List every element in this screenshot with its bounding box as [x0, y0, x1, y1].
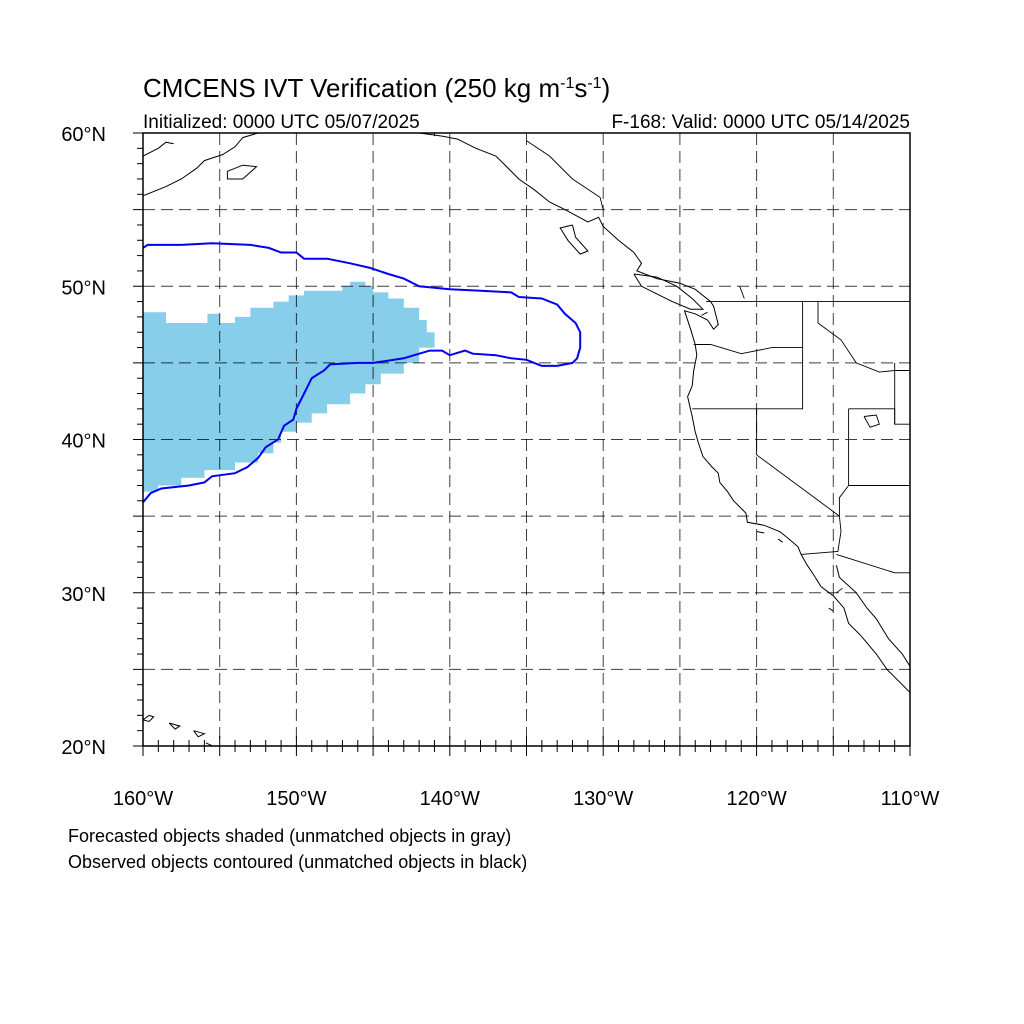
border-9 — [848, 408, 910, 425]
observed-object-layer — [143, 242, 582, 503]
coastline-9 — [193, 730, 206, 738]
border-11 — [836, 553, 910, 574]
coastline-5 — [559, 224, 589, 255]
map-frame — [142, 132, 911, 747]
coastline-layer — [143, 133, 910, 746]
coastline-1 — [143, 141, 174, 157]
forecast-object-layer — [143, 281, 435, 492]
border-6 — [756, 408, 840, 517]
lake-0 — [863, 414, 880, 428]
coastline-0 — [143, 133, 259, 197]
coastline-3 — [350, 133, 910, 693]
observed-footnote: Observed objects contoured (unmatched ob… — [68, 852, 528, 872]
lat-label: 30°N — [61, 584, 106, 606]
lon-label: 120°W — [726, 788, 786, 810]
lat-label: 60°N — [61, 124, 106, 146]
coastline-6 — [633, 273, 705, 310]
forecast-ivt-object — [143, 281, 435, 492]
border-1 — [526, 140, 604, 210]
lon-label: 140°W — [420, 788, 480, 810]
coastline-7 — [143, 714, 155, 723]
border-5 — [817, 301, 910, 373]
lat-label: 40°N — [61, 431, 106, 453]
valid-time-label: F-168: Valid: 0000 UTC 05/14/2025 — [611, 112, 910, 133]
lon-label: 110°W — [881, 788, 940, 810]
tick-labels-layer: 160°W 150°W 140°W 130°W 120°W 110°W 60°N 50°N 40… — [61, 124, 939, 810]
gridline-layer — [143, 133, 910, 746]
map-title: CMCENS IVT Verification (250 kg m-1s-1) — [143, 73, 610, 103]
coastline-4 — [835, 565, 910, 667]
lon-label: 150°W — [266, 788, 326, 810]
lake-1 — [739, 286, 745, 299]
lon-label: 160°W — [113, 788, 173, 810]
border-3 — [692, 344, 804, 410]
initialized-label: Initialized: 0000 UTC 05/07/2025 — [143, 112, 420, 133]
border-7 — [801, 408, 850, 555]
observed-ivt-contour — [143, 242, 582, 503]
border-12 — [836, 587, 843, 594]
coastline-11 — [777, 538, 783, 543]
coastline-8 — [168, 722, 181, 730]
forecast-footnote: Forecasted objects shaded (unmatched obj… — [68, 826, 512, 846]
coastline-13 — [828, 607, 834, 612]
coastline-12 — [756, 531, 765, 534]
lat-label: 50°N — [61, 277, 106, 299]
lat-label: 20°N — [61, 737, 106, 759]
coastline-2 — [226, 164, 258, 180]
lon-label: 130°W — [573, 788, 633, 810]
coastline-10 — [205, 742, 215, 746]
tick-marks-layer — [133, 132, 911, 756]
lake-2 — [701, 311, 708, 316]
